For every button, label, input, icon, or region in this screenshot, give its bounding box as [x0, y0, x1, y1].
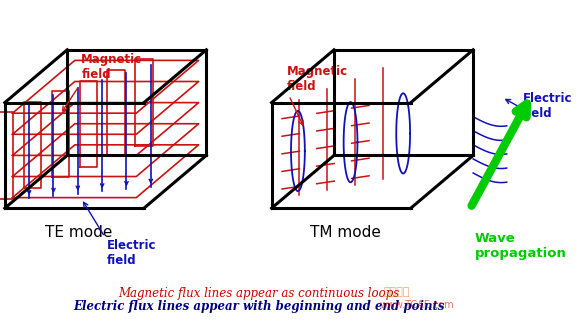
Text: Electric flux lines appear with beginning and end points: Electric flux lines appear with beginnin… — [73, 300, 445, 313]
Text: Magnetic
field: Magnetic field — [81, 52, 143, 81]
Text: www.TCAE.com: www.TCAE.com — [379, 300, 454, 310]
Text: Electric
field: Electric field — [107, 239, 157, 267]
Text: 仿真在线: 仿真在线 — [384, 287, 410, 297]
Text: TM mode: TM mode — [310, 225, 381, 241]
Text: Magnetic
field: Magnetic field — [287, 65, 348, 93]
Text: TE mode: TE mode — [45, 225, 112, 241]
Text: Wave
propagation: Wave propagation — [475, 232, 567, 260]
Text: Electric
field: Electric field — [523, 92, 573, 120]
Text: Magnetic flux lines appear as continuous loops: Magnetic flux lines appear as continuous… — [119, 287, 400, 300]
